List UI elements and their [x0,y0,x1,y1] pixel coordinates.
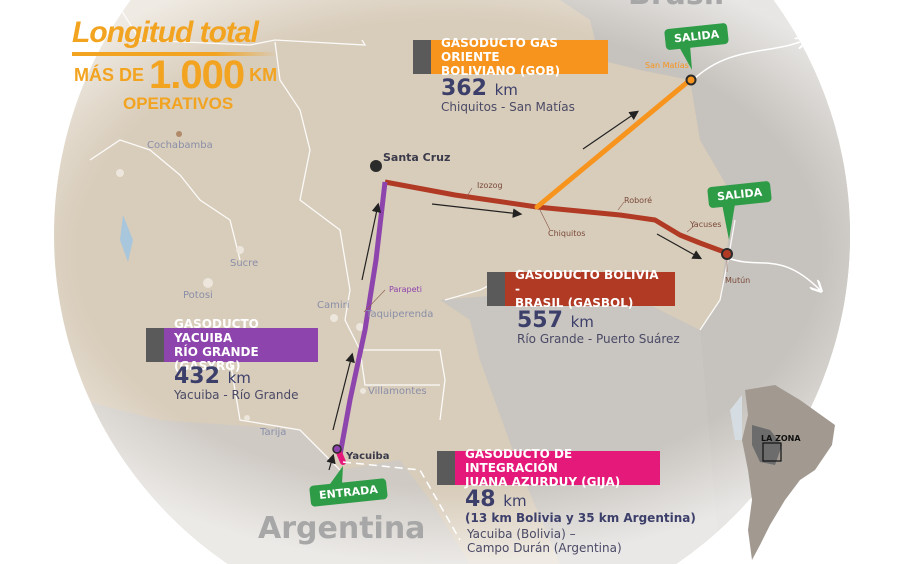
leader-lines [363,187,728,313]
gasbol-length: 557 [517,308,563,333]
label-parapeti: Parapeti [389,285,422,294]
gob-length: 362 [441,76,487,101]
gasbol-pipeline [384,179,728,256]
gija-name-line2: JUANA AZURDUY (GIJA) [465,475,621,489]
gasyrg-length: 432 [174,364,220,389]
gija-extension [342,461,461,541]
label-santa-cruz: Santa Cruz [383,151,451,164]
callout-tail [722,204,735,240]
gob-info: GASODUCTO GAS ORIENTE BOLIVIANO (GOB) 36… [413,36,608,114]
label-sucre: Sucre [230,258,259,269]
gija-info: GASODUCTO DE INTEGRACIÓN JUANA AZURDUY (… [437,447,696,555]
san-matias-marker [685,74,697,86]
label-villamontes: Villamontes [368,386,427,397]
gob-name-line2: BOLIVIANO (GOB) [441,64,561,78]
city-dots [116,169,366,421]
label-taquiperenda: Taquiperenda [366,309,434,320]
export-flow-arrow [727,257,820,290]
gasbol-info: GASODUCTO BOLIVIA - BRASIL (GASBOL) 557 … [487,268,680,346]
label-robore: Roboré [624,196,653,205]
headline-prefix: MÁS DE [74,65,145,85]
gob-name-line1: GASODUCTO GAS ORIENTE [441,36,558,64]
gija-length: 48 [465,487,496,512]
cochabamba-dot [176,131,182,137]
label-san-matias: San Matías [645,61,689,70]
gasyrg-route: Yacuiba - Río Grande [174,388,299,402]
lake [120,215,133,262]
gija-route-line2: Campo Durán (Argentina) [467,541,622,555]
headline-suffix: OPERATIVOS [123,94,234,113]
label-camiri: Camiri [317,300,350,311]
headline-unit: KM [249,65,278,85]
gija-route-line1: Yacuiba (Bolivia) – [467,527,576,541]
callout-tail [330,466,343,484]
santa-cruz-marker [370,160,382,172]
gasyrg-name-line1: GASODUCTO YACUIBA [174,317,259,345]
label-yacuiba: Yacuiba [346,451,390,462]
gasbol-unit: km [570,313,594,331]
headline-amount: MÁS DE 1.000 KM [74,53,278,97]
gija-name-line1: GASODUCTO DE INTEGRACIÓN [465,447,573,475]
gasyrg-info: GASODUCTO YACUIBA RÍO GRANDE (GASYRG) 43… [146,317,318,402]
export-flow-arrow [692,40,805,81]
label-potosi: Potosi [183,290,213,301]
label-mutun: Mutún [725,276,751,285]
gob-route: Chiquitos - San Matías [441,100,575,114]
label-izozog: Izozog [477,181,503,190]
inset-label: LA ZONA [761,434,801,443]
gasyrg-pipeline [337,181,388,456]
gija-detail: (13 km Bolivia y 35 km Argentina) [465,511,696,525]
label-tarija: Tarija [260,427,287,438]
country-argentina: Argentina [258,511,426,546]
gob-unit: km [494,81,518,99]
label-cochabamba: Cochabamba [147,140,213,151]
headline-title: Longitud total [72,16,259,49]
headline-underline [72,52,277,56]
flow-arrows [326,110,703,471]
gasyrg-name-line2: RÍO GRANDE (GASYRG) [174,345,259,373]
inset-south-america [730,385,835,560]
gasbol-route: Río Grande - Puerto Suárez [517,332,680,346]
label-chiquitos: Chiquitos [548,229,586,238]
yacuiba-marker [332,444,342,454]
label-yacuses: Yacuses [690,220,722,229]
callout-tail [678,45,692,70]
gasbol-name-line2: BRASIL (GASBOL) [515,296,634,310]
gob-pipeline [534,77,693,210]
gasyrg-unit: km [227,369,251,387]
gija-unit: km [503,492,527,510]
mutun-marker [721,248,733,260]
gasbol-name-line1: GASODUCTO BOLIVIA - [515,268,659,296]
headline-number: 1.000 [149,53,245,97]
country-brasil: Brasil [628,0,724,10]
